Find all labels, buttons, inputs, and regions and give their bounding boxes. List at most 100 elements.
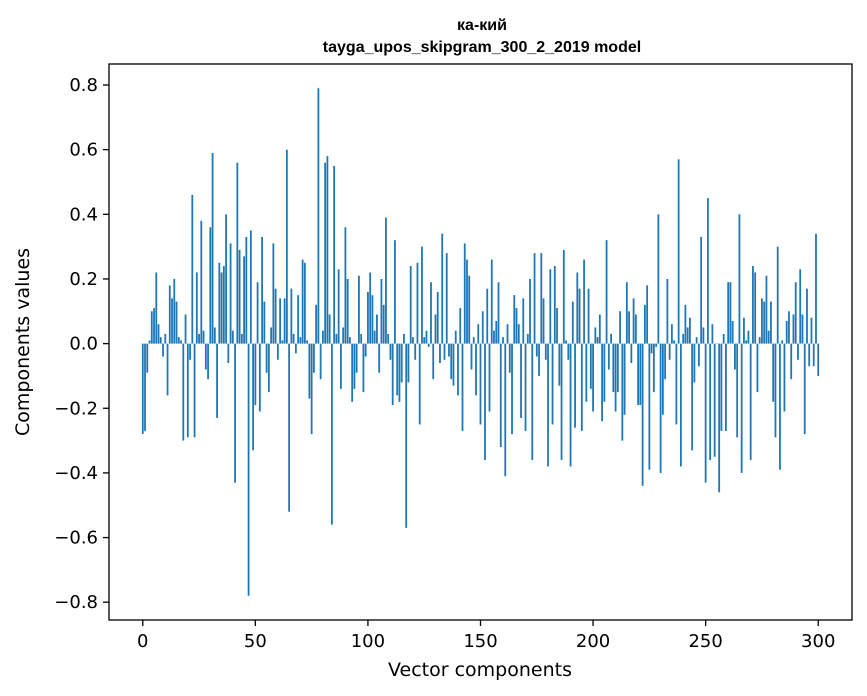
bar [396, 343, 399, 396]
bar [720, 343, 723, 431]
bar [150, 311, 153, 344]
bar [668, 343, 671, 360]
bar [315, 304, 318, 344]
bar [457, 343, 459, 396]
bar [276, 343, 279, 360]
bar [752, 266, 754, 344]
bar [619, 311, 621, 344]
bar [517, 324, 520, 344]
x-tick-label: 50 [244, 631, 267, 652]
x-tick-label: 250 [688, 631, 722, 652]
bar [459, 308, 462, 344]
bar [200, 220, 203, 344]
bar [562, 249, 565, 344]
bar [186, 343, 189, 438]
bar [646, 285, 649, 344]
bar [495, 320, 498, 344]
bar [258, 343, 261, 412]
bar [236, 162, 239, 344]
bar [625, 282, 628, 344]
bar [238, 249, 241, 344]
bar [648, 343, 651, 470]
bar [173, 278, 176, 344]
bar [328, 314, 331, 344]
bar [292, 333, 295, 344]
bar [711, 324, 714, 344]
bar [601, 343, 603, 422]
bar [371, 295, 374, 344]
bar [450, 343, 453, 380]
bar [508, 343, 511, 373]
bar [288, 343, 291, 512]
bar [779, 343, 781, 470]
bar [729, 282, 732, 344]
bar [673, 340, 676, 344]
bar [765, 275, 768, 344]
bar [209, 227, 212, 344]
bar [736, 343, 739, 438]
bar [432, 343, 435, 380]
bar [204, 343, 207, 370]
bar [614, 343, 617, 412]
bar [364, 343, 367, 357]
bar [520, 343, 522, 418]
chart-title-line2: tayga_upos_skipgram_300_2_2019 model [323, 39, 641, 56]
bar [184, 314, 187, 344]
bar [659, 343, 662, 473]
bar [193, 343, 196, 438]
bar [436, 291, 439, 344]
bar [335, 333, 338, 344]
bar [794, 282, 797, 344]
bar [747, 330, 750, 344]
bar [486, 288, 489, 344]
bar [693, 343, 696, 383]
bar [785, 320, 788, 344]
bar [222, 266, 225, 344]
bar [472, 337, 475, 344]
bar [556, 308, 558, 344]
bar [542, 298, 545, 344]
x-tick-label: 100 [351, 631, 385, 652]
bar [423, 337, 426, 344]
bar [758, 337, 761, 344]
bar [531, 343, 534, 460]
bar [382, 304, 385, 344]
bar [243, 256, 245, 344]
bar [639, 343, 642, 406]
bar [583, 259, 585, 344]
bar [670, 324, 673, 344]
bar [400, 343, 403, 383]
bar [612, 343, 615, 393]
bar [526, 333, 529, 344]
bar [349, 337, 351, 344]
bar [240, 333, 243, 344]
bar [677, 159, 680, 344]
bar [175, 301, 178, 344]
bar [684, 304, 687, 344]
bar [776, 246, 779, 344]
bar [666, 278, 669, 344]
bar [360, 333, 363, 344]
y-tick-label: −0.8 [54, 592, 98, 613]
bar [470, 343, 473, 370]
bar [195, 272, 198, 344]
x-ticks-group: 0 50 100 150 200 250 300 [137, 620, 835, 652]
bar [412, 337, 414, 344]
bar [144, 343, 146, 431]
bar [628, 311, 630, 344]
bar [403, 333, 405, 344]
bar [630, 343, 633, 364]
bar [351, 343, 354, 402]
bar [745, 340, 748, 344]
y-tick-label: 0.2 [69, 269, 98, 290]
bar [256, 282, 259, 344]
bar [333, 165, 336, 344]
bar [481, 311, 484, 344]
bar [434, 314, 437, 344]
bar [772, 343, 775, 402]
bar [497, 282, 500, 344]
bar [589, 343, 592, 389]
bar [808, 343, 811, 367]
bar [198, 333, 200, 344]
bar [283, 298, 286, 344]
